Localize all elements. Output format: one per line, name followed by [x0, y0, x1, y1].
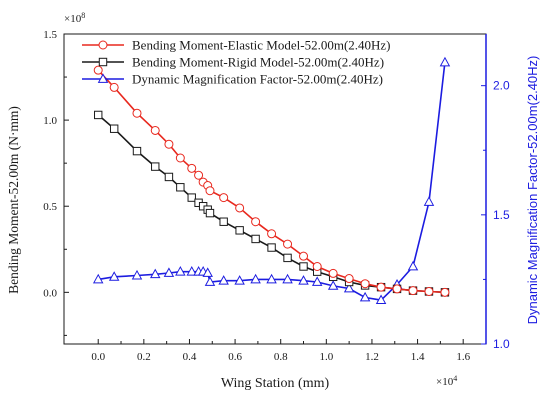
data-point: [235, 203, 245, 213]
data-point: [311, 276, 323, 286]
y-left-tick-label: 1.0: [43, 115, 57, 127]
data-point: [150, 125, 160, 135]
data-point: [282, 273, 293, 284]
data-point: [205, 208, 215, 218]
y-axis-label-right: Dynamic Magnification Factor-52.00m(2.40…: [525, 56, 540, 325]
y-right-tick-label: 2.0: [493, 79, 510, 93]
data-point: [360, 279, 370, 289]
data-point: [204, 276, 216, 286]
legend-marker: [97, 73, 109, 83]
data-point: [312, 262, 322, 271]
series-line: [97, 114, 445, 294]
series-line: [98, 62, 446, 301]
x-tick-label: 1.6: [456, 351, 470, 363]
x-tick-label: 0.8: [274, 351, 288, 363]
data-point: [93, 65, 103, 75]
series-triangle: [92, 56, 451, 304]
data-point: [94, 110, 103, 120]
data-point: [132, 146, 142, 156]
y-axis-label-left: Bending Moment-52.00m (N·mm): [6, 106, 21, 294]
x-axis-multiplier: ×104: [436, 374, 457, 388]
legend-entry-label: Bending Moment-Rigid Model-52.00m(2.40Hz…: [132, 55, 384, 70]
y-left-tick-label: 1.5: [43, 29, 57, 41]
data-point: [344, 274, 354, 284]
data-point: [299, 251, 309, 261]
data-point: [392, 284, 402, 294]
data-point: [267, 243, 276, 252]
data-point: [376, 282, 386, 292]
data-point: [108, 271, 120, 281]
y-left-tick-label: 0.0: [43, 287, 57, 299]
data-point: [439, 56, 451, 67]
data-point: [343, 282, 355, 293]
x-tick-label: 1.0: [319, 351, 333, 363]
data-point: [359, 291, 371, 302]
data-point: [327, 280, 339, 290]
data-point: [131, 269, 143, 280]
data-point: [202, 267, 213, 277]
data-point: [423, 196, 435, 206]
series-square: [94, 110, 450, 297]
x-axis-label: Wing Station (mm): [221, 376, 330, 391]
data-point: [407, 260, 419, 271]
data-point: [298, 275, 309, 285]
data-point: [187, 163, 197, 173]
data-point: [132, 108, 142, 118]
data-point: [205, 186, 215, 196]
data-point: [163, 267, 175, 277]
x-tick-label: 1.2: [365, 351, 379, 363]
data-point: [92, 273, 104, 284]
data-point: [186, 266, 197, 276]
data-point: [266, 273, 277, 284]
x-tick-label: 0.6: [228, 351, 242, 363]
data-point: [235, 226, 244, 235]
legend: Bending Moment-Elastic Model-52.00m(2.40…: [82, 38, 391, 87]
y-right-tick-label: 1.0: [493, 337, 510, 351]
legend-entry-label: Dynamic Magnification Factor-52.00m(2.40…: [132, 72, 383, 87]
series-line: [97, 69, 445, 294]
y-left-tick-label: 0.5: [43, 201, 57, 213]
legend-marker: [98, 57, 108, 67]
x-tick-label: 0.0: [91, 351, 105, 363]
data-point: [424, 286, 434, 296]
x-tick-label: 1.4: [411, 351, 425, 363]
data-point: [328, 268, 338, 278]
data-point: [187, 193, 196, 202]
data-point: [251, 234, 260, 244]
data-point: [164, 139, 174, 149]
x-tick-label: 0.4: [183, 351, 197, 363]
data-point: [219, 193, 229, 203]
data-point: [109, 82, 119, 92]
data-point: [250, 273, 261, 284]
data-point: [149, 268, 161, 279]
data-point: [299, 262, 308, 271]
legend-marker: [98, 40, 108, 50]
x-tick-label: 0.2: [137, 351, 151, 363]
legend-entry-label: Bending Moment-Elastic Model-52.00m(2.40…: [132, 38, 391, 53]
data-point: [194, 170, 204, 180]
data-point: [176, 183, 185, 192]
data-point: [283, 239, 293, 249]
data-point: [234, 275, 245, 285]
data-point: [375, 294, 387, 304]
data-point: [251, 217, 261, 227]
data-point: [408, 286, 418, 296]
data-point: [151, 162, 160, 171]
data-point: [164, 172, 174, 182]
y-right-tick-label: 1.5: [493, 208, 510, 222]
y-axis-multiplier: ×108: [64, 11, 85, 25]
data-point: [175, 153, 185, 163]
data-point: [267, 229, 277, 239]
series-circle: [93, 65, 450, 297]
data-point: [218, 275, 229, 285]
data-point: [109, 124, 119, 133]
data-point: [283, 253, 292, 263]
data-point: [440, 287, 450, 297]
data-point: [219, 217, 228, 226]
data-point: [175, 266, 186, 276]
